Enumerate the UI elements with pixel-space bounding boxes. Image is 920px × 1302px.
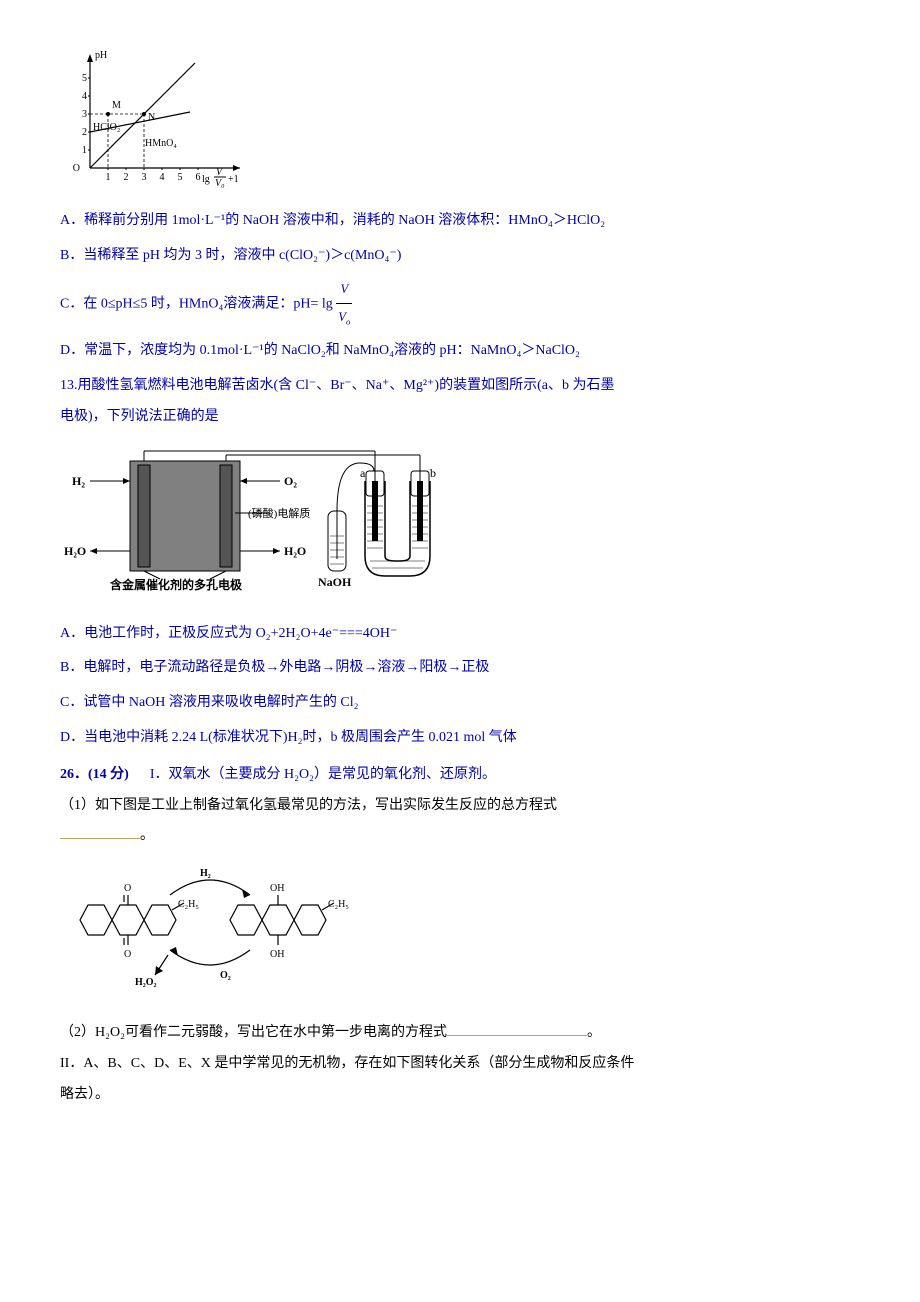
q26-blank1: 。	[60, 821, 860, 852]
q13-option-d: D．当电池中消耗 2.24 L(标准状况下)H₂时，b 极周围会产生 0.021…	[60, 723, 860, 754]
svg-text:4: 4	[160, 172, 165, 183]
q12-c-text: C．在 0≤pH≤5 时，HMnO₄溶液满足：pH=	[60, 296, 322, 311]
anthraquinone-diagram: O O C₂H₅ OH OH C₂H₅ H₂ O₂ H₂O₂	[60, 860, 360, 1010]
svg-text:3: 3	[82, 109, 87, 120]
O-bot-left: O	[124, 949, 131, 960]
q26-p1: （1）如下图是工业上制备过氧化氢最常见的方法，写出实际发生反应的总方程式	[60, 791, 860, 822]
svg-text:V: V	[216, 167, 224, 178]
q13-option-c: C．试管中 NaOH 溶液用来吸收电解时产生的 Cl₂	[60, 688, 860, 719]
strong-acid-label: HMnO₄	[145, 138, 177, 149]
svg-text:O: O	[73, 163, 80, 174]
answer-blank-2[interactable]	[447, 1021, 587, 1036]
q13-option-a: A．电池工作时，正极反应式为 O₂+2H₂O+4e⁻===4OH⁻	[60, 619, 860, 650]
c2h5-right: C₂H₅	[328, 899, 349, 910]
svg-text:5: 5	[82, 73, 87, 84]
OH-bot: OH	[270, 949, 284, 960]
svg-text:2: 2	[124, 172, 129, 183]
O-top-left: O	[124, 883, 131, 894]
svg-text:5: 5	[178, 172, 183, 183]
ph-dilution-chart: O 1 2 3 4 5 pH 1 2 3 4 5 6 M N HClO	[60, 48, 260, 198]
q26-heading: 26．(14 分) I．双氧水（主要成分 H₂O₂）是常见的氧化剂、还原剂。	[60, 760, 860, 791]
q26-partII-1: II．A、B、C、D、E、X 是中学常见的无机物，存在如下图转化关系（部分生成物…	[60, 1049, 860, 1080]
svg-text:4: 4	[82, 91, 87, 102]
q13-option-b: B．电解时，电子流动路径是负极→外电路→阴极→溶液→阳极→正极	[60, 653, 860, 684]
fraction-V-Vo: V Vo	[336, 276, 352, 333]
svg-text:6: 6	[196, 172, 201, 183]
c2h5-left: C₂H₅	[178, 899, 199, 910]
q12-option-c: C．在 0≤pH≤5 时，HMnO₄溶液满足：pH= lg V Vo	[60, 276, 860, 333]
h2-label: H₂	[72, 474, 85, 488]
H2-arrow-label: H₂	[200, 868, 211, 879]
svg-text:lg: lg	[202, 174, 210, 185]
svg-text:1: 1	[106, 172, 111, 183]
answer-blank-1[interactable]	[60, 824, 140, 839]
svg-text:V₀: V₀	[215, 178, 225, 189]
q12-option-a: A．稀释前分别用 1mol·L⁻¹的 NaOH 溶液中和，消耗的 NaOH 溶液…	[60, 206, 860, 237]
svg-text:1: 1	[82, 145, 87, 156]
OH-top: OH	[270, 883, 284, 894]
h2o-right: H₂O	[284, 544, 306, 558]
electrolyte-label: (磷酸)电解质	[248, 506, 310, 520]
electrode-a: a	[360, 466, 366, 480]
svg-text:+1: +1	[228, 174, 239, 185]
weak-acid-label: HClO₂	[93, 122, 120, 133]
H2O2-label: H₂O₂	[135, 977, 157, 988]
q12-chart: O 1 2 3 4 5 pH 1 2 3 4 5 6 M N HClO	[60, 48, 860, 198]
electrode-caption: 含金属催化剂的多孔电极	[110, 577, 243, 592]
M-label: M	[112, 100, 121, 111]
q12-option-d: D．常温下，浓度均为 0.1mol·L⁻¹的 NaClO₂和 NaMnO₄溶液的…	[60, 336, 860, 367]
N-label: N	[148, 112, 155, 123]
naoh-label: NaOH	[318, 575, 352, 589]
q26-partII-2: 略去）。	[60, 1080, 860, 1111]
q13-stem-line1: 13.用酸性氢氧燃料电池电解苦卤水(含 Cl⁻、Br⁻、Na⁺、Mg²⁺)的装置…	[60, 371, 860, 402]
q26-p2: （2）H₂O₂可看作二元弱酸，写出它在水中第一步电离的方程式。	[60, 1018, 860, 1049]
svg-text:3: 3	[142, 172, 147, 183]
o2-label: O₂	[284, 474, 297, 488]
O2-arrow-label: O₂	[220, 970, 231, 981]
fuel-cell-diagram: H₂ H₂O O₂ H₂O (磷酸)电解质 含金属催化剂的多孔电极	[60, 441, 500, 611]
q12-option-b: B．当稀释至 pH 均为 3 时，溶液中 c(ClO₂⁻)＞c(MnO₄⁻)	[60, 241, 860, 272]
lg-symbol: lg	[322, 296, 333, 311]
q13-stem-line2: 电极)，下列说法正确的是	[60, 402, 860, 433]
h2o-left: H₂O	[64, 544, 86, 558]
anthraquinone-cycle: O O C₂H₅ OH OH C₂H₅ H₂ O₂ H₂O₂	[60, 860, 860, 1010]
y-axis-label: pH	[95, 50, 107, 61]
q13-apparatus: H₂ H₂O O₂ H₂O (磷酸)电解质 含金属催化剂的多孔电极	[60, 441, 860, 611]
electrode-b: b	[430, 466, 436, 480]
svg-text:2: 2	[82, 127, 87, 138]
